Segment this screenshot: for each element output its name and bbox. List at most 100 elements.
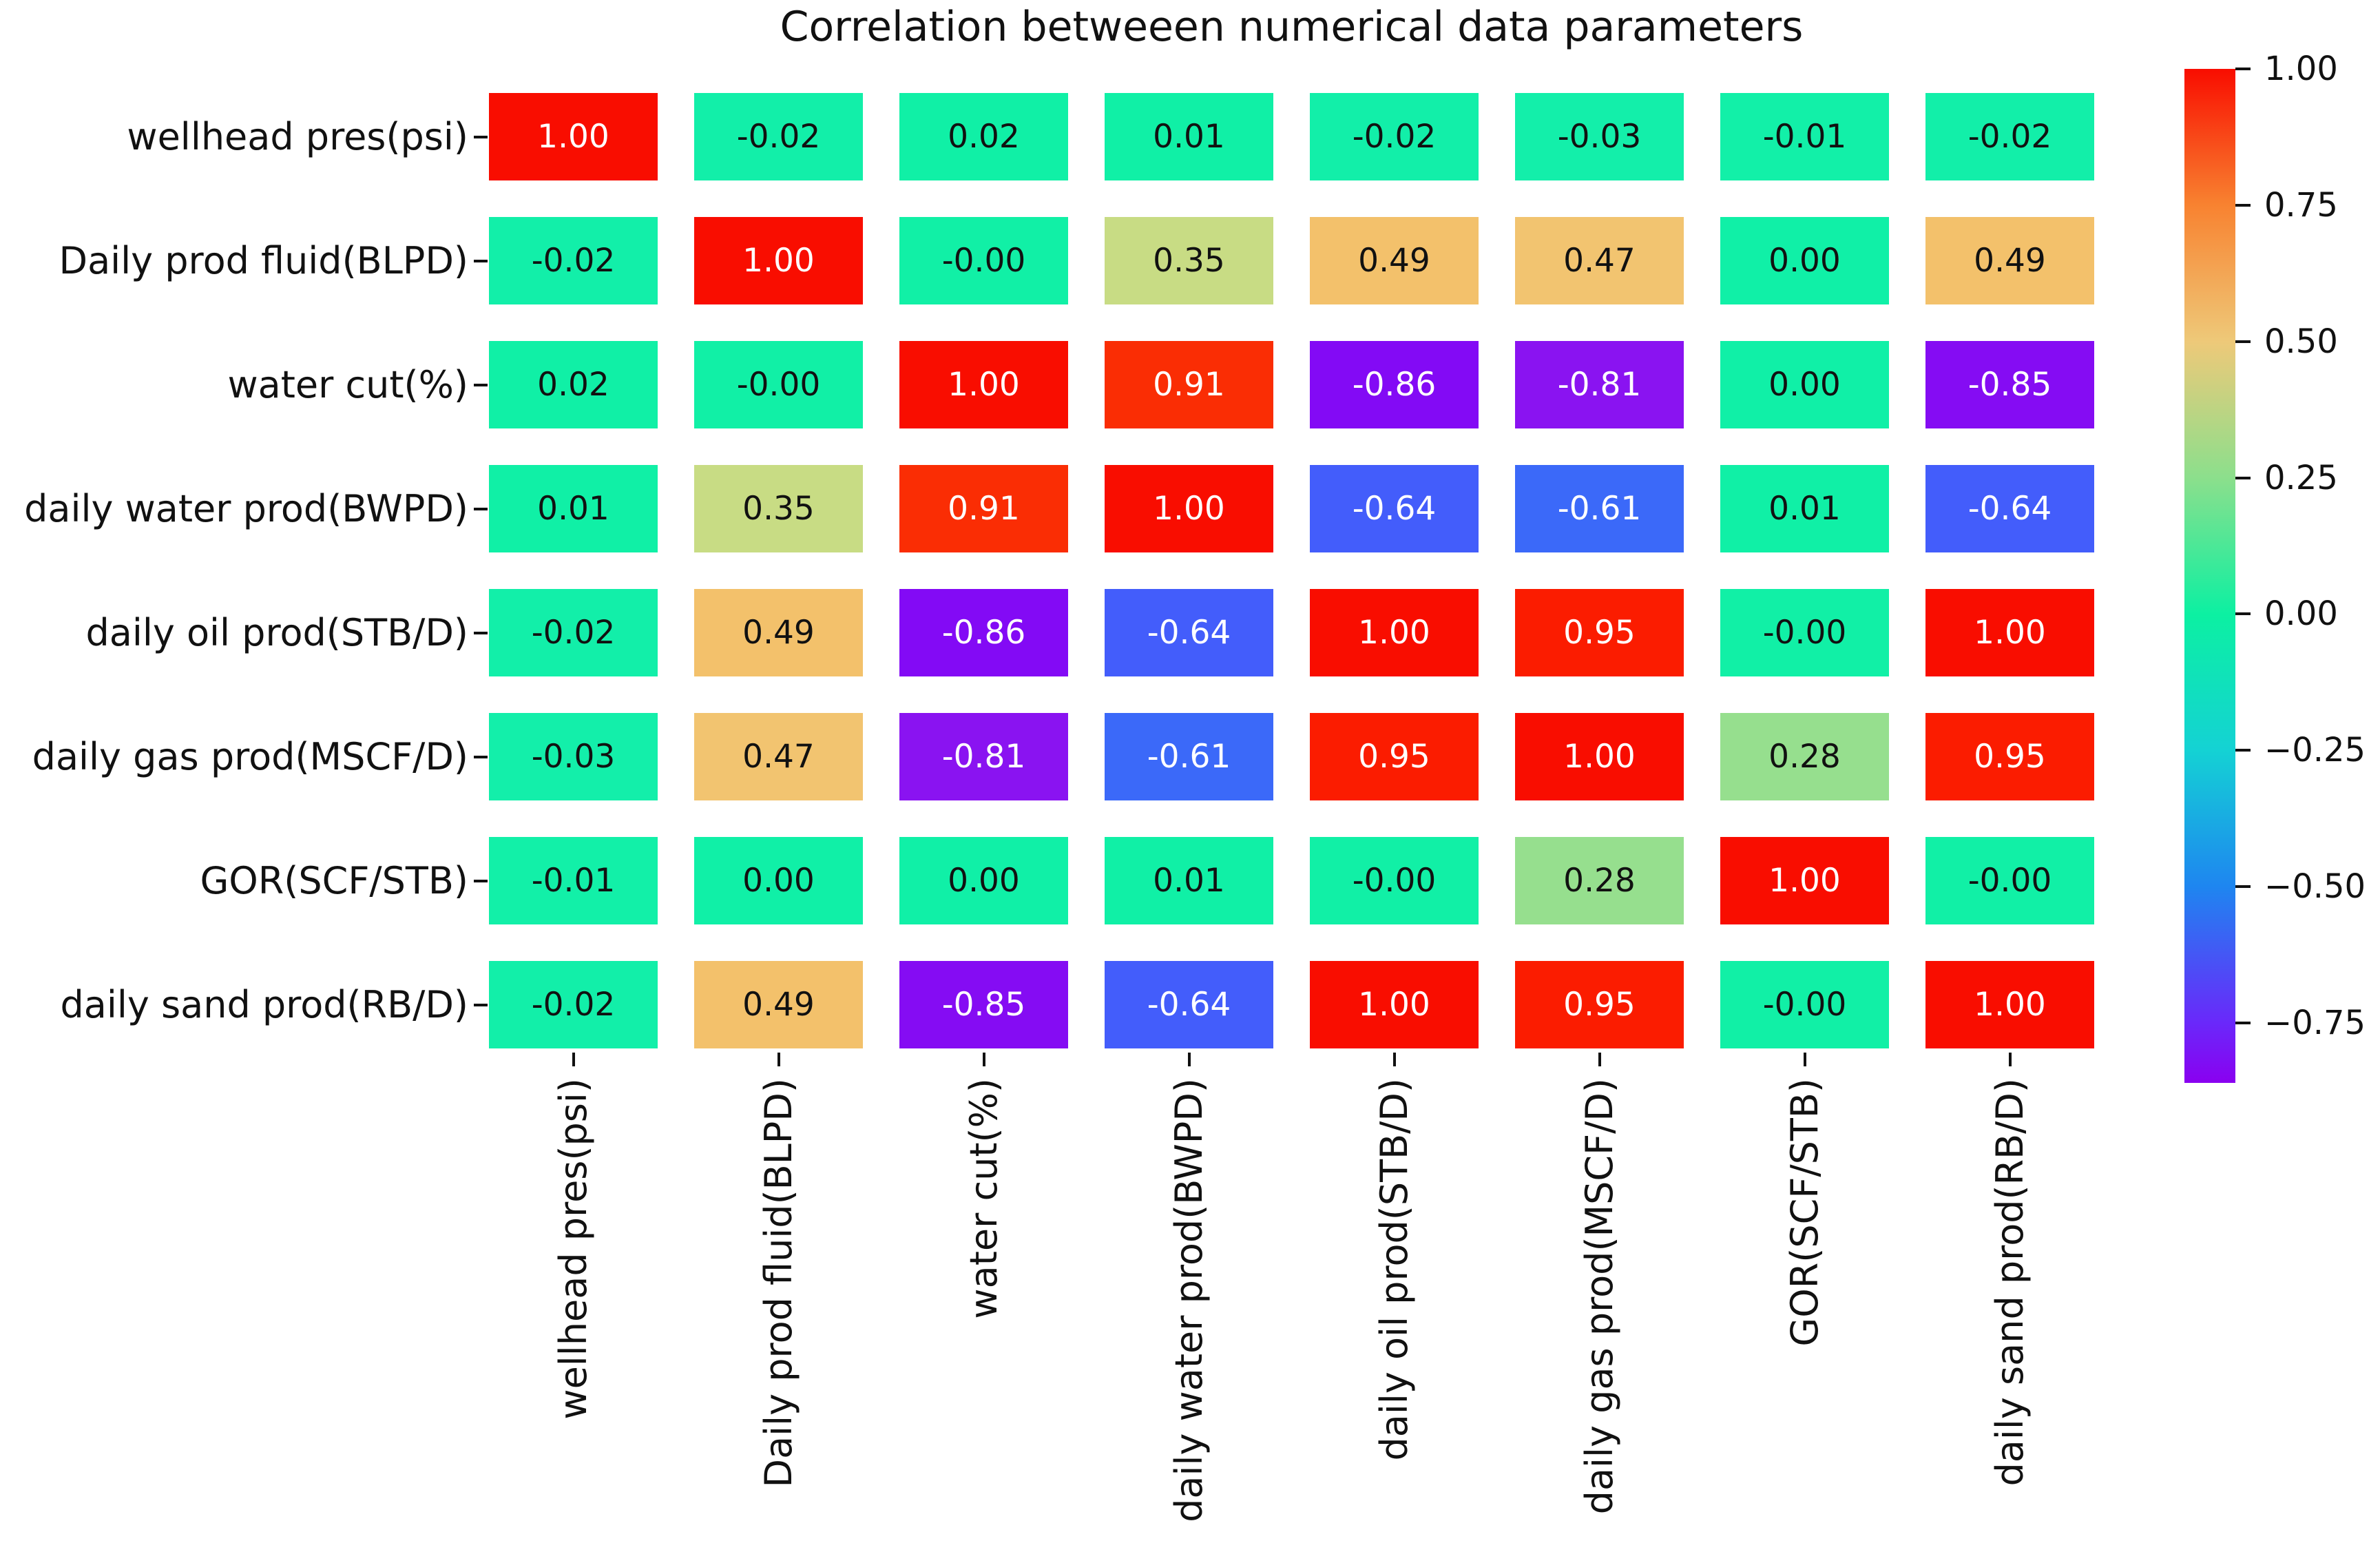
cell-value: -0.85 bbox=[941, 986, 1026, 1024]
cell-value: -0.00 bbox=[1967, 862, 2052, 900]
cell-value: 1.00 bbox=[1974, 986, 2046, 1024]
colorbar-tick-label: −0.75 bbox=[2264, 1003, 2366, 1042]
cell-value: 0.28 bbox=[1768, 738, 1841, 776]
heatmap-cell: 0.00 bbox=[694, 837, 863, 924]
heatmap-cell: 0.49 bbox=[694, 589, 863, 676]
heatmap-cell: -0.85 bbox=[899, 961, 1068, 1048]
heatmap-cell: 0.02 bbox=[489, 341, 658, 428]
colorbar-gradient bbox=[2184, 69, 2235, 1083]
cell-value: -0.02 bbox=[531, 986, 616, 1024]
y-tick-label: wellhead pres(psi) bbox=[127, 114, 468, 158]
cell-value: 0.00 bbox=[1768, 242, 1841, 280]
heatmap-cell: 0.49 bbox=[1925, 217, 2094, 304]
cell-value: 0.00 bbox=[948, 862, 1020, 900]
colorbar-tick-mark bbox=[2235, 203, 2251, 207]
heatmap-cell: 1.00 bbox=[1105, 465, 1273, 552]
cell-value: -0.61 bbox=[1557, 490, 1642, 528]
cell-value: 1.00 bbox=[1768, 862, 1841, 900]
cell-value: 0.47 bbox=[742, 738, 815, 776]
heatmap-cell: -0.61 bbox=[1105, 713, 1273, 800]
heatmap-cell: -0.03 bbox=[489, 713, 658, 800]
colorbar-tick-mark bbox=[2235, 68, 2251, 70]
cell-value: -0.03 bbox=[1557, 118, 1642, 156]
colorbar-tick-mark bbox=[2235, 885, 2251, 889]
cell-value: -0.64 bbox=[1147, 986, 1231, 1024]
heatmap-cell: -0.81 bbox=[1515, 341, 1684, 428]
x-tick-mark bbox=[2008, 1053, 2012, 1066]
cell-value: 0.49 bbox=[1358, 242, 1430, 280]
cell-value: 0.35 bbox=[1153, 242, 1225, 280]
heatmap-cell: -0.01 bbox=[1720, 93, 1889, 180]
cell-value: 0.02 bbox=[537, 366, 609, 404]
cell-value: 0.47 bbox=[1563, 242, 1636, 280]
cell-value: 1.00 bbox=[1974, 614, 2046, 652]
heatmap-cell: 0.28 bbox=[1515, 837, 1684, 924]
cell-value: -0.01 bbox=[1762, 118, 1847, 156]
colorbar-tick-mark bbox=[2235, 612, 2251, 616]
cell-value: 0.01 bbox=[1153, 862, 1225, 900]
colorbar-tick-label: 0.50 bbox=[2264, 322, 2338, 361]
cell-value: 0.01 bbox=[1153, 118, 1225, 156]
heatmap-cell: 1.00 bbox=[1310, 589, 1479, 676]
heatmap-cell: -0.86 bbox=[1310, 341, 1479, 428]
heatmap-cell: 1.00 bbox=[1515, 713, 1684, 800]
y-tick-mark bbox=[474, 507, 488, 510]
chart-title: Correlation betweeen numerical data para… bbox=[780, 3, 1804, 51]
cell-value: 1.00 bbox=[1153, 490, 1225, 528]
cell-value: 1.00 bbox=[742, 242, 815, 280]
cell-value: -0.02 bbox=[736, 118, 821, 156]
x-tick-mark bbox=[572, 1053, 575, 1066]
y-tick-mark bbox=[474, 879, 488, 882]
cell-value: -0.64 bbox=[1352, 490, 1437, 528]
heatmap-cell: 0.91 bbox=[899, 465, 1068, 552]
cell-value: 0.91 bbox=[1153, 366, 1225, 404]
cell-value: -0.02 bbox=[1967, 118, 2052, 156]
heatmap-cell: 1.00 bbox=[694, 217, 863, 304]
cell-value: -0.64 bbox=[1147, 614, 1231, 652]
cell-value: -0.85 bbox=[1967, 366, 2052, 404]
cell-value: -0.00 bbox=[736, 366, 821, 404]
colorbar-tick-label: 0.75 bbox=[2264, 185, 2338, 225]
x-tick-label: GOR(SCF/STB) bbox=[1782, 1078, 1826, 1347]
cell-value: -0.81 bbox=[941, 738, 1026, 776]
heatmap-cell: -0.81 bbox=[899, 713, 1068, 800]
colorbar-tick-label: 0.25 bbox=[2264, 458, 2338, 497]
heatmap-cell: 0.01 bbox=[1720, 465, 1889, 552]
heatmap-cell: 0.47 bbox=[1515, 217, 1684, 304]
y-tick-mark bbox=[474, 631, 488, 634]
colorbar-tick-label: −0.50 bbox=[2264, 867, 2366, 907]
y-tick-label: daily oil prod(STB/D) bbox=[85, 610, 468, 654]
cell-value: 1.00 bbox=[948, 366, 1020, 404]
heatmap-cell: -0.00 bbox=[694, 341, 863, 428]
heatmap-cell: 0.00 bbox=[1720, 341, 1889, 428]
y-tick-label: daily water prod(BWPD) bbox=[24, 486, 468, 530]
heatmap-cell: 0.47 bbox=[694, 713, 863, 800]
heatmap-cell: 0.95 bbox=[1515, 589, 1684, 676]
x-tick-label: wellhead pres(psi) bbox=[551, 1078, 595, 1420]
cell-value: 0.91 bbox=[948, 490, 1020, 528]
cell-value: 0.49 bbox=[742, 614, 815, 652]
heatmap-cell: 0.35 bbox=[694, 465, 863, 552]
heatmap-cell: -0.00 bbox=[899, 217, 1068, 304]
heatmap-cell: 0.02 bbox=[899, 93, 1068, 180]
cell-value: 1.00 bbox=[537, 118, 609, 156]
cell-value: 0.95 bbox=[1563, 986, 1636, 1024]
cell-value: -0.00 bbox=[1352, 862, 1437, 900]
heatmap-cell: 0.01 bbox=[489, 465, 658, 552]
heatmap-cell: 0.49 bbox=[1310, 217, 1479, 304]
colorbar-tick-label: −0.25 bbox=[2264, 731, 2366, 770]
y-tick-label: daily gas prod(MSCF/D) bbox=[32, 734, 468, 778]
heatmap-cell: -0.61 bbox=[1515, 465, 1684, 552]
heatmap-cell: 1.00 bbox=[1925, 961, 2094, 1048]
x-tick-mark bbox=[1598, 1053, 1601, 1066]
heatmap-cell: -0.86 bbox=[899, 589, 1068, 676]
colorbar-tick-mark bbox=[2235, 476, 2251, 479]
cell-value: -0.86 bbox=[1352, 366, 1437, 404]
y-tick-mark bbox=[474, 755, 488, 758]
colorbar-tick-mark bbox=[2235, 749, 2251, 752]
heatmap-cell: 0.01 bbox=[1105, 837, 1273, 924]
cell-value: 0.95 bbox=[1974, 738, 2046, 776]
heatmap-cell: 0.01 bbox=[1105, 93, 1273, 180]
heatmap-cell: -0.00 bbox=[1720, 961, 1889, 1048]
